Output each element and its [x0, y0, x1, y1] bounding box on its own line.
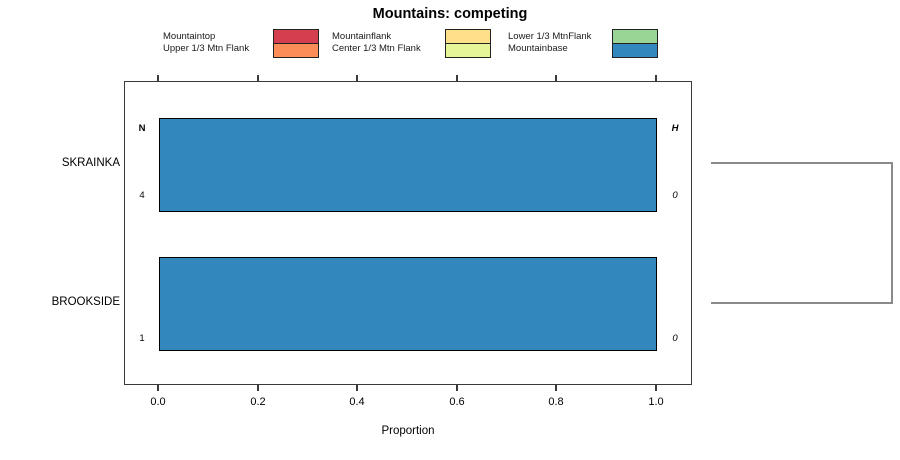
x-tick — [456, 75, 458, 81]
x-tick — [555, 75, 557, 81]
x-axis-title: Proportion — [381, 425, 435, 437]
n-column-header: N — [138, 123, 146, 134]
legend-labels-col2: Mountainflank Center 1/3 Mtn Flank — [332, 31, 421, 55]
x-tick — [157, 75, 159, 81]
legend-labels-col1: Mountaintop Upper 1/3 Mtn Flank — [163, 31, 249, 55]
legend-swatches-col2 — [445, 29, 491, 58]
legend-swatch-mountainbase — [613, 43, 657, 57]
legend-swatches-col1 — [273, 29, 319, 58]
y-label-brookside: BROOKSIDE — [51, 296, 120, 308]
x-tick — [257, 385, 259, 391]
legend-swatch-mountainflank — [446, 30, 490, 43]
legend-swatches-col3 — [612, 29, 658, 58]
x-tick-label: 0.6 — [449, 396, 465, 408]
n-value-brookside: 1 — [139, 333, 145, 344]
x-tick — [257, 75, 259, 81]
legend-label: Upper 1/3 Mtn Flank — [163, 43, 250, 54]
legend-swatch-upper-flank — [274, 43, 318, 57]
chart-title: Mountains: competing — [372, 6, 528, 22]
x-tick — [356, 75, 358, 81]
y-label-skrainka: SKRAINKA — [61, 157, 120, 169]
legend-swatch-center-flank — [446, 43, 490, 57]
x-tick — [655, 385, 657, 391]
legend-label: Mountaintop — [163, 31, 216, 42]
legend-label: Lower 1/3 MtnFlank — [508, 31, 592, 42]
x-tick-label: 0.4 — [349, 396, 365, 408]
x-tick-label: 0.8 — [548, 396, 564, 408]
legend-swatch-mountaintop — [274, 30, 318, 43]
h-column-header: H — [671, 123, 679, 134]
x-tick — [356, 385, 358, 391]
x-tick — [456, 385, 458, 391]
x-tick — [555, 385, 557, 391]
n-value-skrainka: 4 — [139, 190, 145, 201]
plot-area: N 4 1 H 0 0 — [124, 81, 692, 385]
dendrogram-line — [711, 162, 893, 304]
h-value-brookside: 0 — [672, 333, 678, 344]
legend-swatch-lower-flank — [613, 30, 657, 43]
legend-label: Mountainbase — [508, 43, 568, 54]
legend-labels-col3: Lower 1/3 MtnFlank Mountainbase — [508, 31, 591, 55]
legend-label: Center 1/3 Mtn Flank — [332, 43, 421, 54]
x-tick-label: 0.0 — [150, 396, 166, 408]
h-value-skrainka: 0 — [672, 190, 678, 201]
x-tick — [157, 385, 159, 391]
legend-label: Mountainflank — [332, 31, 392, 42]
x-tick-label: 0.2 — [250, 396, 266, 408]
x-tick-label: 1.0 — [648, 396, 664, 408]
bar-brookside — [159, 257, 657, 351]
bar-skrainka — [159, 118, 657, 212]
x-tick — [655, 75, 657, 81]
